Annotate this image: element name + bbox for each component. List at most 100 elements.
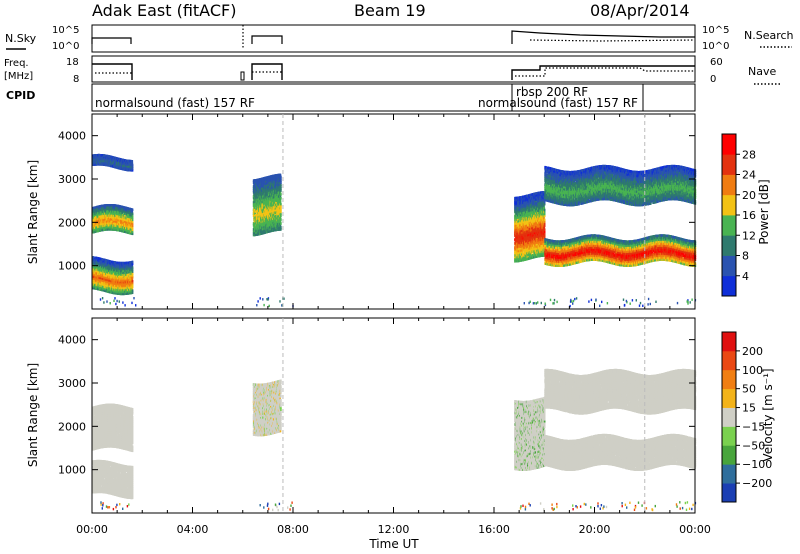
power-cell [131,218,134,222]
power-cell [96,157,98,161]
power-cell [99,207,101,210]
power-cell [131,160,134,163]
power-cell [119,229,122,232]
power-cell [101,216,103,220]
nave-label: Nave [748,65,776,78]
power-cell [107,208,109,211]
power-cell [107,160,109,163]
power-cell [123,226,126,229]
power-heatmap [92,153,697,308]
power-cell [105,163,107,167]
power-cell [97,209,100,213]
power-cell [93,157,96,161]
cpid-text-2: rbsp 200 RF [516,85,588,99]
power-cell [124,159,127,162]
power-cell [92,163,94,166]
power-cell [93,161,96,164]
power-cell [131,214,134,218]
power-cell [119,165,121,168]
power-cell [131,279,134,283]
power-cell [98,153,101,157]
power-cell [131,167,134,170]
power-cell [131,208,134,212]
power-cell [105,228,108,231]
power-cell [107,164,110,167]
power-cell [131,163,134,167]
nsky-panel-frame [91,24,696,53]
power-cell [131,260,134,264]
power-cell [131,220,134,224]
power-cell [120,221,122,224]
freq-tick-bottom: 8 [73,74,79,85]
nsky-tick-top: 10^5 [52,25,79,36]
power-cell [131,210,134,213]
freq-label-line2: [MHz] [4,71,33,82]
power-cell [112,208,115,211]
power-cell [131,228,134,232]
power-cell [131,212,134,216]
cpid-label: CPID [6,89,35,102]
nave-tick-top: 60 [710,57,723,68]
power-cell [92,222,95,226]
cpid-text-1: normalsound (fast) 157 RF [95,96,255,110]
power-cell [92,158,94,161]
nsky-tick-bottom: 10^0 [52,41,79,52]
power-cell [105,220,108,223]
nsearch-tick-top: 10^5 [702,25,729,36]
freq-panel-frame [91,55,696,83]
power-cell [121,221,123,225]
power-cell [114,212,117,215]
power-cell [123,208,126,211]
power-cell [131,230,134,234]
freq-tick-top: 18 [66,57,79,68]
power-cell [128,217,130,221]
freq-blip [240,71,245,81]
power-cell [122,228,125,231]
power-cell [122,223,124,227]
power-cell [128,213,130,217]
nsearch-label: N.Search [744,29,794,42]
power-cell [92,256,95,259]
power-cell [121,211,123,215]
power-cell [131,165,134,168]
power-cell [123,214,126,217]
power-cell [131,224,134,228]
power-cell [129,168,131,172]
power-cell [118,221,121,224]
power-cell [102,208,105,212]
power-cell [131,289,134,292]
nsky-trace [91,30,695,44]
power-cell [112,214,115,217]
power-cell [116,159,119,162]
freq-trace [92,63,695,80]
power-cell [131,232,134,236]
power-cell [129,225,131,229]
power-cell [131,226,134,230]
power-cell [119,219,122,222]
date-title: 08/Apr/2014 [590,1,690,20]
freq-label-line1: Freq. [4,58,29,69]
nsky-label: N.Sky [5,32,37,45]
cpid-panel-frame [91,83,696,112]
power-cell [97,221,99,225]
nsearch-trace [242,25,696,49]
power-cell [97,213,99,217]
nsearch-tick-bottom: 10^0 [702,41,729,52]
power-cell [96,207,99,211]
power-cell [105,224,107,227]
power-cell [115,216,117,219]
power-cell [111,163,113,166]
power-cell [103,228,106,231]
power-cell [107,216,109,219]
power-cell [131,161,134,165]
power-cell [94,258,96,261]
power-cell [105,158,108,161]
power-cell [127,166,130,170]
power-cell [94,206,97,209]
power-cell [109,206,112,209]
power-cell [131,216,134,220]
power-cell [128,227,130,231]
radar-title: Adak East (fitACF) [92,1,236,20]
nave-trace [95,67,695,77]
